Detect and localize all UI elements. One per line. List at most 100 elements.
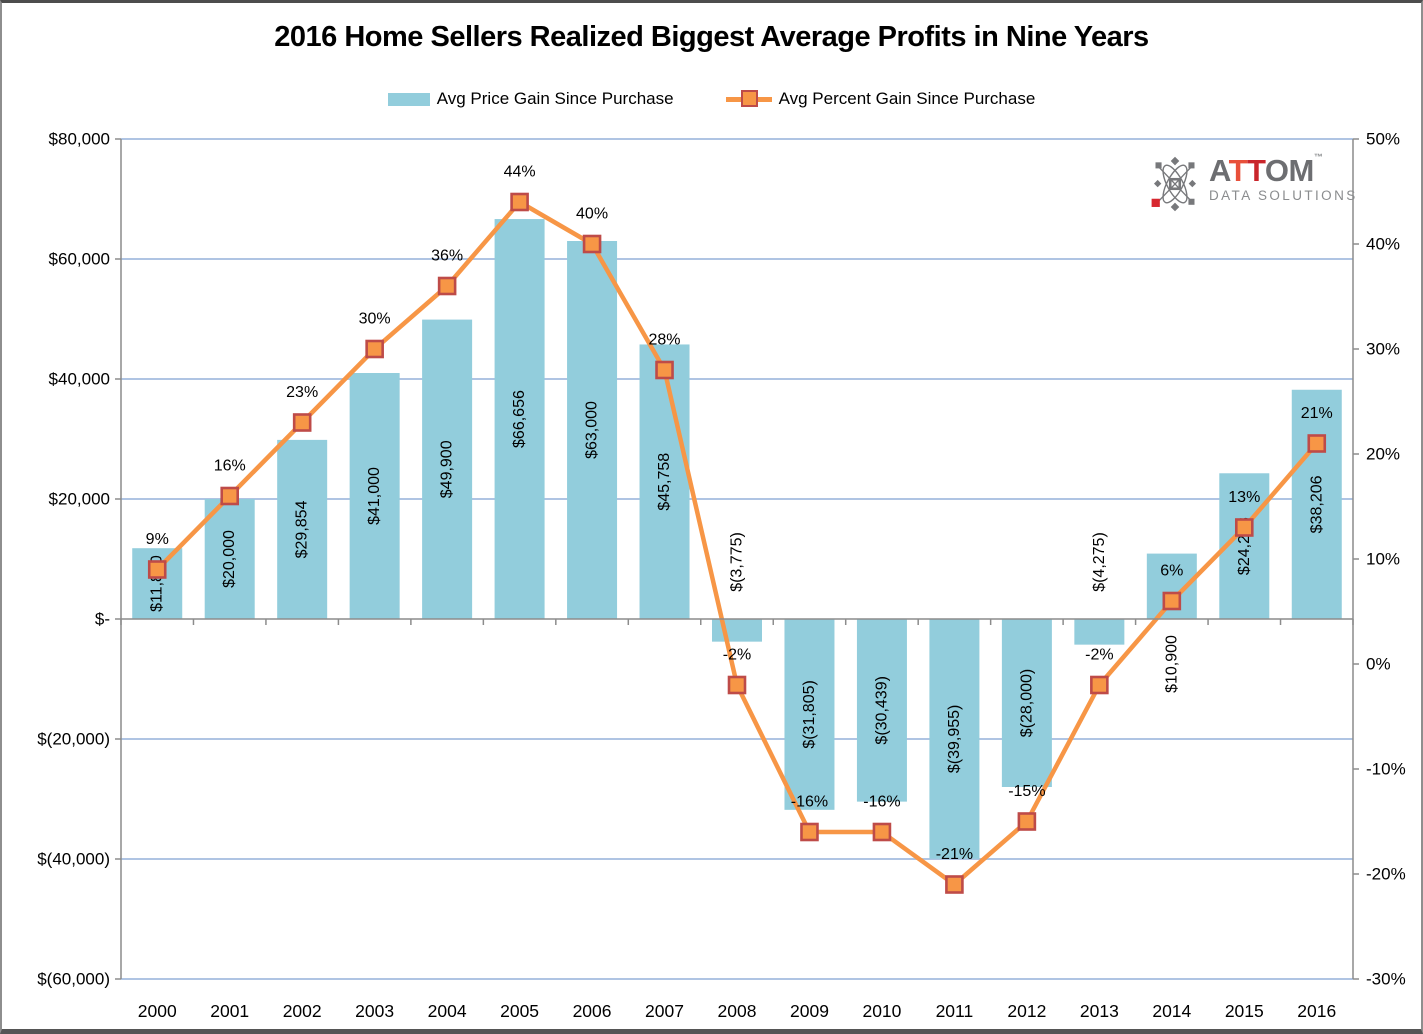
- marker-2014: [1162, 591, 1182, 611]
- marker-2008: [727, 675, 747, 695]
- percent-label: 6%: [1160, 563, 1183, 580]
- marker-2002: [292, 413, 312, 432]
- left-axis-label: $20,000: [49, 490, 110, 509]
- chart-legend: Avg Price Gain Since Purchase Avg Percen…: [2, 89, 1421, 109]
- attom-subtitle: DATA SOLUTIONS: [1209, 188, 1358, 203]
- percent-label: -2%: [723, 647, 751, 664]
- bar-swatch-icon: [387, 92, 430, 106]
- marker-2004: [437, 276, 457, 296]
- bar-label: $(39,955): [946, 705, 963, 774]
- trademark-symbol: ™: [1313, 152, 1323, 162]
- percent-label: 28%: [649, 332, 681, 349]
- chart-canvas: $11,800 $20,000$29,854$41,000 $49,900$66,6…: [37, 130, 1406, 1022]
- legend-label: Avg Price Gain Since Purchase: [436, 89, 674, 108]
- percent-label: 16%: [214, 458, 246, 475]
- bar-label: $(30,439): [873, 676, 890, 745]
- bar-2009: [784, 619, 835, 810]
- attom-logo-text: ATTOM™ DATA SOLUTIONS: [1209, 152, 1358, 203]
- year-label: 2016: [1297, 1001, 1336, 1021]
- right-axis-label: -30%: [1366, 970, 1406, 989]
- bar-2000: [132, 548, 183, 619]
- legend-item-price-gain: Avg Price Gain Since Purchase: [387, 89, 674, 109]
- year-label: 2013: [1080, 1001, 1119, 1021]
- percent-label: 13%: [1228, 489, 1260, 506]
- year-label: 2009: [790, 1001, 829, 1021]
- year-label: 2004: [428, 1001, 467, 1021]
- year-label: 2011: [936, 1001, 974, 1021]
- bar-label: $41,000: [366, 467, 383, 525]
- marker-2003: [365, 339, 384, 359]
- bar-2016: [1291, 389, 1342, 619]
- percent-label: 23%: [286, 384, 318, 401]
- year-label: 2007: [645, 1001, 684, 1021]
- attom-red-square: [1151, 198, 1160, 207]
- marker-2005: [510, 192, 529, 212]
- marker-2011: [945, 875, 964, 894]
- line-marker-swatch-icon: [725, 90, 772, 107]
- bar-label: $10,900: [1163, 635, 1180, 693]
- percent-label: 40%: [576, 206, 608, 223]
- right-axis-label: -10%: [1366, 760, 1406, 779]
- bar-label: $(3,775): [729, 532, 746, 592]
- year-label: 2008: [718, 1001, 757, 1021]
- bar-label: $38,206: [1308, 475, 1325, 533]
- bar-label: $(28,000): [1018, 669, 1035, 738]
- year-label: 2006: [573, 1001, 612, 1021]
- left-axis-label: $(40,000): [37, 850, 110, 869]
- right-axis-label: 50%: [1366, 130, 1400, 149]
- right-axis-label: -20%: [1366, 865, 1406, 884]
- year-label: 2014: [1152, 1001, 1191, 1021]
- percent-label: 21%: [1301, 405, 1333, 422]
- year-label: 2012: [1007, 1001, 1046, 1021]
- year-label: 2001: [210, 1001, 249, 1021]
- percent-label: 44%: [504, 164, 536, 181]
- year-label: 2003: [355, 1001, 394, 1021]
- attom-logo: ATTOM™ DATA SOLUTIONS: [1149, 152, 1358, 213]
- marker-2007: [655, 360, 674, 380]
- left-axis-label: $80,000: [49, 130, 110, 149]
- bar-label: $20,000: [221, 530, 238, 588]
- right-axis-label: 10%: [1366, 550, 1400, 569]
- percent-label: -16%: [791, 794, 828, 811]
- marker-2006: [582, 234, 602, 254]
- bar-2005: [494, 219, 545, 619]
- percent-label: 36%: [431, 248, 463, 265]
- right-axis-label: 20%: [1366, 445, 1400, 464]
- marker-2010: [872, 822, 892, 842]
- bar-2002: [277, 439, 328, 619]
- bar-label: $49,900: [439, 440, 456, 498]
- marker-2016: [1307, 434, 1327, 453]
- bar-2004: [422, 319, 473, 619]
- percent-label: -2%: [1085, 647, 1113, 664]
- percent-label: -15%: [1008, 783, 1045, 800]
- bar-2008: [712, 619, 762, 642]
- left-axis-label: $(20,000): [37, 730, 110, 749]
- chart-title: 2016 Home Sellers Realized Biggest Avera…: [274, 21, 1149, 53]
- marker-2001: [220, 486, 240, 506]
- bar-label: $66,656: [511, 390, 528, 448]
- attom-mark-icon: [1151, 156, 1197, 212]
- bar-2011: [929, 619, 980, 859]
- right-axis-label: 0%: [1366, 655, 1391, 674]
- bar-label: $45,758: [656, 453, 673, 511]
- attom-brand: ATTOM™: [1209, 152, 1323, 188]
- legend-label: Avg Percent Gain Since Purchase: [778, 89, 1036, 108]
- marker-2015: [1234, 518, 1254, 537]
- right-axis-label: 40%: [1366, 235, 1400, 254]
- bar-2013: [1074, 619, 1125, 645]
- bar-label: $29,854: [294, 500, 311, 558]
- left-axis-label: $60,000: [49, 250, 110, 269]
- year-label: 2005: [500, 1001, 539, 1021]
- percent-label: 9%: [146, 531, 169, 548]
- bar-label: $63,000: [584, 401, 601, 459]
- bar-2003: [349, 373, 400, 619]
- bar-2010: [856, 619, 907, 802]
- bar-label: $(4,275): [1091, 532, 1108, 592]
- bar-2012: [1001, 619, 1052, 787]
- bar-2001: [204, 499, 255, 619]
- percent-label: 30%: [359, 311, 391, 328]
- year-label: 2010: [862, 1001, 901, 1021]
- bar-2006: [567, 241, 618, 619]
- percent-label: -16%: [863, 794, 900, 811]
